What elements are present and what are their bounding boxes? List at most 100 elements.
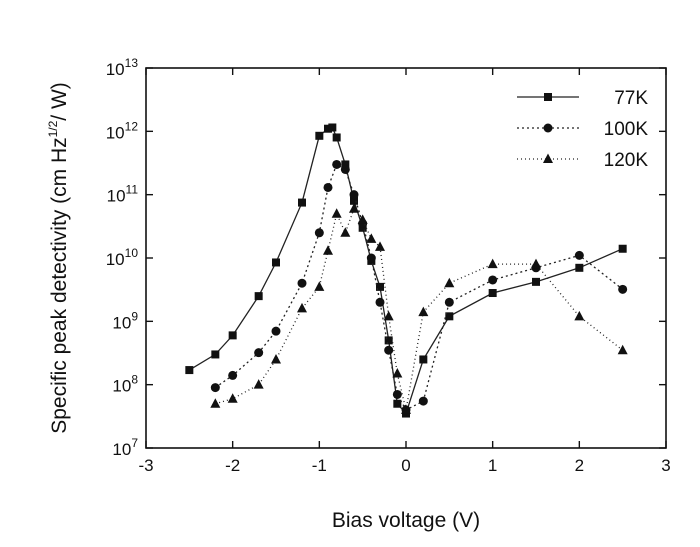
y-axis-title: Specific peak detectivity (cm Hz1/2/ W)	[46, 82, 71, 434]
series-layer	[185, 123, 628, 418]
data-point-100K	[392, 389, 402, 399]
legend-label-77K: 77K	[614, 88, 648, 109]
y-tick-base: 10	[112, 377, 131, 396]
data-point-120K	[340, 227, 351, 237]
data-point-120K	[297, 302, 307, 313]
y-tick-label: 1013	[106, 56, 139, 79]
data-point-100K	[418, 396, 428, 406]
y-tick-label: 109	[112, 309, 138, 332]
data-point-120K	[323, 245, 333, 255]
x-tick-label: 2	[575, 456, 584, 475]
y-tick-label: 107	[112, 436, 138, 459]
data-point-100K	[340, 164, 350, 174]
data-point-100K	[375, 297, 385, 307]
y-axis-title-sup: 1/2	[46, 120, 60, 137]
data-point-120K	[531, 258, 541, 269]
y-tick-exponent: 10	[125, 246, 139, 260]
data-point-100K	[349, 190, 359, 200]
y-axis-title-main: Specific peak detectivity (cm Hz	[48, 137, 71, 433]
data-point-77K	[298, 198, 306, 207]
data-point-120K	[314, 281, 325, 291]
data-point-120K	[444, 277, 455, 288]
y-tick-base: 10	[112, 313, 131, 332]
series-100K	[210, 159, 628, 415]
data-point-120K	[210, 398, 221, 408]
data-point-100K	[444, 297, 454, 307]
y-tick-label: 1012	[106, 119, 139, 142]
data-point-77K	[324, 124, 332, 133]
data-point-77K	[384, 336, 393, 345]
y-tick-base: 10	[106, 250, 125, 269]
data-point-77K	[575, 263, 584, 272]
data-point-77K	[445, 312, 454, 321]
data-point-100K	[384, 345, 394, 355]
data-point-77K	[341, 160, 350, 169]
data-point-77K	[328, 123, 337, 132]
data-point-120K	[253, 379, 264, 389]
data-point-77K	[376, 282, 384, 291]
y-axis-title-tail: / W)	[48, 82, 71, 120]
data-point-77K	[332, 133, 341, 142]
legend-label-100K: 100K	[604, 119, 649, 140]
plot-frame	[145, 67, 667, 449]
x-tick-label: -2	[225, 456, 240, 475]
data-point-77K	[618, 244, 627, 253]
data-point-100K	[210, 383, 220, 393]
y-tick-base: 10	[107, 187, 126, 206]
y-tick-exponent: 13	[125, 56, 139, 70]
series-line-120K	[215, 207, 624, 411]
y-tick-label: 1010	[106, 246, 139, 269]
data-point-120K	[366, 233, 377, 243]
data-point-120K	[392, 368, 403, 378]
y-tick-base: 10	[106, 123, 125, 142]
y-tick-exponent: 12	[125, 119, 139, 133]
x-tick-label: 1	[488, 456, 497, 475]
series-77K	[185, 123, 627, 418]
series-line-100K	[214, 163, 624, 411]
y-tick-base: 10	[106, 60, 125, 79]
data-point-77K	[532, 277, 540, 286]
data-point-77K	[272, 258, 280, 267]
y-tick-base: 10	[112, 440, 131, 459]
data-point-100K	[332, 159, 342, 169]
data-point-100K	[271, 326, 281, 336]
series-120K	[210, 203, 628, 414]
data-point-120K	[357, 214, 368, 224]
y-tick-label: 108	[112, 373, 138, 396]
data-point-77K	[185, 366, 194, 375]
data-point-100K	[297, 278, 307, 288]
x-tick-label: 0	[401, 456, 410, 475]
data-point-120K	[418, 306, 429, 317]
data-point-77K	[211, 350, 220, 359]
data-point-120K	[574, 310, 585, 321]
data-point-120K	[227, 393, 238, 403]
y-tick-exponent: 9	[131, 309, 138, 323]
y-tick-exponent: 8	[131, 373, 138, 387]
legend-label-120K: 120K	[604, 150, 649, 171]
data-point-100K	[254, 348, 264, 358]
data-point-120K	[271, 353, 281, 364]
legend-marker-100K	[543, 123, 553, 133]
data-point-100K	[314, 228, 324, 238]
legend-marker-77K	[544, 93, 552, 101]
y-tick-label: 1011	[107, 183, 139, 206]
data-point-77K	[488, 289, 497, 298]
data-point-77K	[419, 355, 428, 364]
y-tick-exponent: 7	[131, 436, 138, 450]
legend-marker-120K	[543, 153, 553, 163]
data-point-120K	[401, 404, 411, 414]
y-tick-exponent: 11	[126, 183, 139, 197]
data-point-77K	[393, 399, 402, 408]
data-point-100K	[228, 370, 238, 380]
data-point-120K	[383, 310, 394, 321]
data-point-100K	[488, 275, 498, 285]
data-point-100K	[618, 284, 628, 294]
data-point-77K	[350, 196, 358, 205]
x-tick-label: -3	[138, 456, 153, 475]
data-point-100K	[323, 182, 333, 192]
data-point-77K	[315, 131, 324, 140]
x-tick-label: -1	[312, 456, 327, 475]
x-axis-title: Bias voltage (V)	[332, 509, 480, 532]
